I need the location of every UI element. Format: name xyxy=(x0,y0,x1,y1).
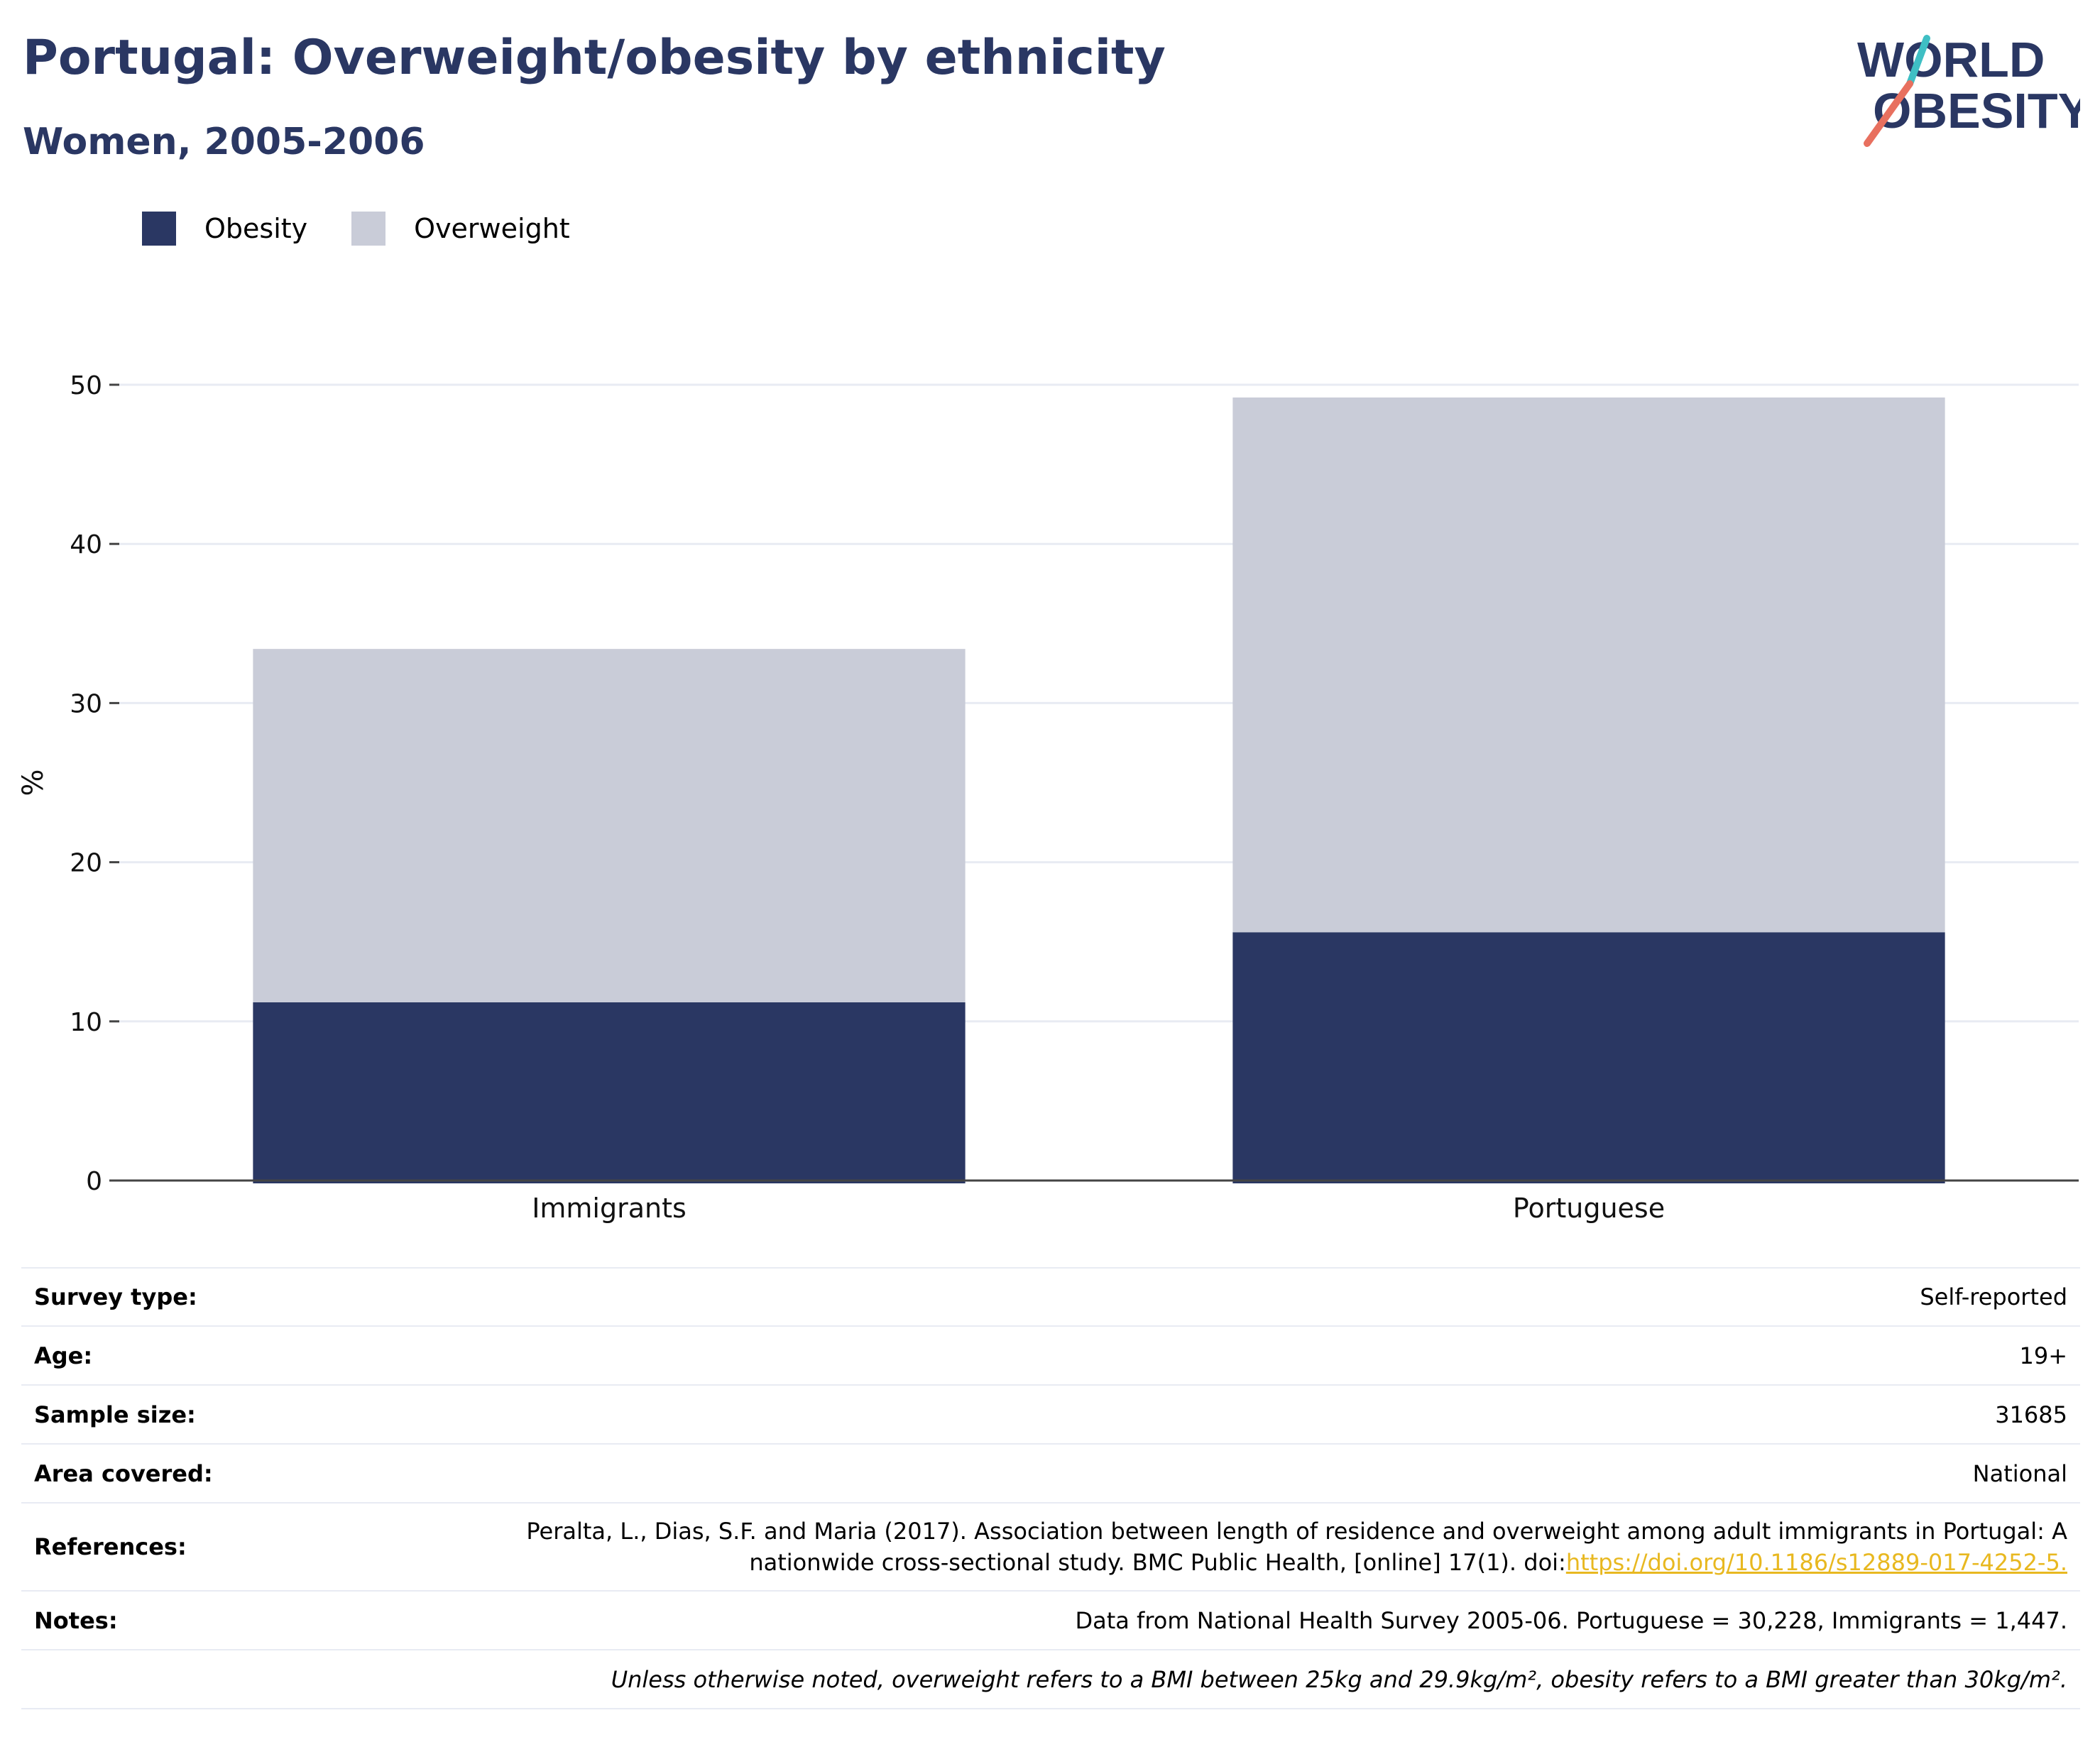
y-tick-label: 30 xyxy=(70,689,102,718)
bar-overweight-immigrants xyxy=(253,649,966,1002)
legend-label-obesity: Obesity xyxy=(204,213,308,244)
legend-label-overweight: Overweight xyxy=(414,213,570,244)
info-row-notes: Notes: Data from National Health Survey … xyxy=(21,1591,2080,1650)
legend-swatch-overweight xyxy=(351,212,386,246)
info-label: Survey type: xyxy=(21,1267,260,1327)
legend-swatch-obesity xyxy=(142,212,176,246)
y-tick-label: 0 xyxy=(86,1167,102,1196)
definition-note: Unless otherwise noted, overweight refer… xyxy=(260,1650,2080,1709)
world-obesity-logo: WORLD OBESITY xyxy=(1857,32,2080,147)
reference-text: Peralta, L., Dias, S.F. and Maria (2017)… xyxy=(526,1518,2067,1545)
logo-slash-red xyxy=(1864,80,1913,147)
y-tick-label: 50 xyxy=(70,371,102,400)
info-row-references: References: Peralta, L., Dias, S.F. and … xyxy=(21,1503,2080,1592)
x-tick-label: Portuguese xyxy=(1513,1193,1665,1224)
info-row-area: Area covered: National xyxy=(21,1444,2080,1504)
legend-item-overweight[interactable]: Overweight xyxy=(351,212,570,246)
info-row-age: Age: 19+ xyxy=(21,1326,2080,1386)
info-value: 19+ xyxy=(260,1326,2080,1386)
y-tick-label: 40 xyxy=(70,530,102,559)
info-value: Self-reported xyxy=(260,1267,2080,1327)
info-label: Area covered: xyxy=(21,1444,260,1504)
info-value: Peralta, L., Dias, S.F. and Maria (2017)… xyxy=(260,1503,2080,1592)
info-label: References: xyxy=(21,1503,260,1592)
info-label: Notes: xyxy=(21,1591,260,1650)
legend-item-obesity[interactable]: Obesity xyxy=(142,212,307,246)
info-value: National xyxy=(260,1444,2080,1504)
info-label: Age: xyxy=(21,1326,260,1386)
bar-obesity-portuguese xyxy=(1232,932,1945,1183)
page-subtitle: Women, 2005-2006 xyxy=(23,121,425,163)
info-row-sample-size: Sample size: 31685 xyxy=(21,1385,2080,1445)
bar-obesity-immigrants xyxy=(253,1002,966,1183)
info-label: Sample size: xyxy=(21,1385,260,1445)
y-tick-label: 20 xyxy=(70,849,102,878)
reference-text: nationwide cross-sectional study. BMC Pu… xyxy=(749,1549,1566,1576)
chart-legend: Obesity Overweight xyxy=(142,212,614,246)
bar-overweight-portuguese xyxy=(1232,397,1945,933)
survey-info-table: Survey type: Self-reported Age: 19+ Samp… xyxy=(21,1267,2080,1709)
logo-slash-teal xyxy=(1906,35,1930,87)
stacked-bar-chart: 0 10 20 30 40 50% Immigrants Portuguese xyxy=(17,371,2079,1224)
info-value: Data from National Health Survey 2005-06… xyxy=(260,1591,2080,1650)
info-row-definition: Unless otherwise noted, overweight refer… xyxy=(21,1650,2080,1709)
y-tick-label: 10 xyxy=(70,1008,102,1037)
info-row-survey-type: Survey type: Self-reported xyxy=(21,1267,2080,1327)
reference-doi-link[interactable]: https://doi.org/10.1186/s12889-017-4252-… xyxy=(1565,1549,2067,1576)
info-value: 31685 xyxy=(260,1385,2080,1445)
x-tick-label: Immigrants xyxy=(532,1193,687,1224)
page-title: Portugal: Overweight/obesity by ethnicit… xyxy=(23,30,1166,86)
y-axis-label: % xyxy=(17,769,50,796)
logo-line1: WORLD xyxy=(1857,32,2045,87)
